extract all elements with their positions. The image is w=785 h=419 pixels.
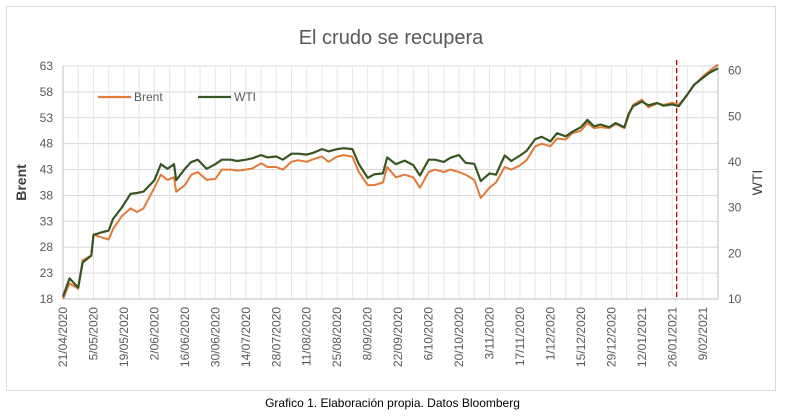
y2-tick-label: 40 bbox=[728, 155, 742, 169]
y2-tick-label: 20 bbox=[728, 246, 742, 260]
y-tick-label: 38 bbox=[40, 188, 54, 202]
x-tick-label: 9/02/2021 bbox=[696, 307, 710, 361]
chart-title: El crudo se recupera bbox=[299, 27, 484, 49]
y-tick-label: 48 bbox=[40, 137, 54, 151]
axes: 18 23 28 33 38 43 48 53 58 63 10 20 30 40 50 60 21/04/20… bbox=[13, 59, 765, 367]
y-tick-label: 43 bbox=[40, 163, 54, 177]
y2-tick-label: 60 bbox=[728, 64, 742, 78]
series-lines bbox=[61, 60, 719, 300]
x-tick-label: 1/12/2020 bbox=[543, 307, 557, 361]
x-tick-label: 19/05/2020 bbox=[117, 307, 131, 367]
x-tick-label: 28/07/2020 bbox=[269, 307, 283, 367]
chart-frame bbox=[6, 6, 776, 391]
x-tick-label: 22/09/2020 bbox=[391, 307, 405, 367]
x-tick-label: 14/07/2020 bbox=[239, 307, 253, 367]
legend-label: Brent bbox=[134, 90, 163, 104]
x-tick-label: 11/08/2020 bbox=[300, 307, 314, 366]
series-line-wti bbox=[61, 67, 719, 298]
x-tick-label: 3/11/2020 bbox=[483, 307, 497, 360]
x-tick-label: 16/06/2020 bbox=[178, 307, 192, 367]
y-tick-label: 23 bbox=[40, 266, 54, 280]
y2-axis-title: WTI bbox=[749, 170, 765, 196]
x-tick-label: 25/08/2020 bbox=[330, 307, 344, 367]
x-tick-label: 15/12/2020 bbox=[574, 307, 588, 367]
y2-tick-label: 30 bbox=[728, 201, 742, 215]
x-tick-label: 12/01/2021 bbox=[635, 307, 649, 367]
y-axis-title: Brent bbox=[13, 164, 29, 201]
y2-tick-label: 10 bbox=[728, 292, 742, 306]
x-tick-label: 5/05/2020 bbox=[86, 307, 100, 361]
x-tick-label: 6/10/2020 bbox=[422, 307, 436, 361]
y-tick-label: 33 bbox=[40, 214, 54, 228]
x-tick-label: 30/06/2020 bbox=[208, 307, 222, 367]
x-tick-label: 20/10/2020 bbox=[452, 307, 466, 367]
x-tick-label: 26/01/2021 bbox=[665, 307, 679, 367]
x-tick-label: 2/06/2020 bbox=[147, 307, 161, 361]
x-tick-label: 8/09/2020 bbox=[361, 307, 375, 361]
y-tick-label: 18 bbox=[40, 292, 54, 306]
x-tick-label: 21/04/2020 bbox=[56, 307, 70, 367]
y2-tick-label: 50 bbox=[728, 109, 742, 123]
x-tick-label: 17/11/2020 bbox=[513, 307, 527, 366]
legend: Brent WTI bbox=[98, 90, 256, 104]
figure-caption: Grafico 1. Elaboración propia. Datos Blo… bbox=[265, 396, 520, 410]
y-tick-label: 63 bbox=[40, 59, 54, 73]
legend-label: WTI bbox=[234, 90, 256, 104]
y-tick-label: 53 bbox=[40, 111, 54, 125]
y-tick-label: 58 bbox=[40, 85, 54, 99]
x-tick-label: 29/12/2020 bbox=[604, 307, 618, 367]
y-tick-label: 28 bbox=[40, 240, 54, 254]
